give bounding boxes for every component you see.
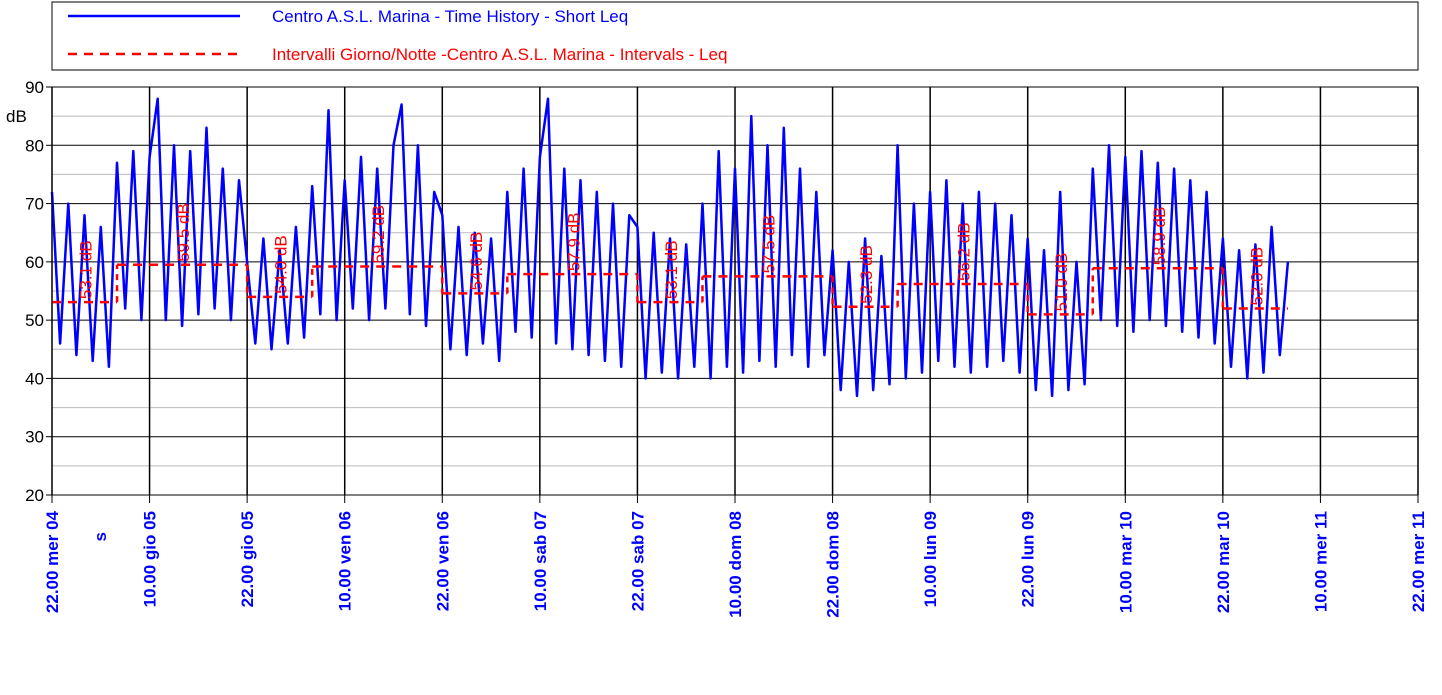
interval-label: 59.2 dB	[369, 205, 388, 264]
x-tick-label: 22.00 lun 09	[1019, 511, 1038, 607]
y-unit: dB	[6, 107, 27, 126]
interval-label: 58.9 dB	[1150, 207, 1169, 266]
interval-label: 51.0 dB	[1052, 253, 1071, 312]
interval-label: 57.5 dB	[760, 215, 779, 274]
x-tick-label: 10.00 dom 08	[726, 511, 745, 618]
y-tick-label: 60	[25, 253, 44, 272]
y-tick-label: 20	[25, 486, 44, 505]
legend-label: Intervalli Giorno/Notte -Centro A.S.L. M…	[272, 45, 727, 64]
x-tick-label: 10.00 lun 09	[921, 511, 940, 607]
x-tick-label: 10.00 mer 11	[1311, 511, 1330, 612]
x-tick-label: 10.00 mar 10	[1116, 511, 1135, 613]
y-tick-label: 40	[25, 369, 44, 388]
x-tick-label: 22.00 ven 06	[433, 511, 452, 611]
interval-label: 54.0 dB	[272, 235, 291, 294]
interval-label: 53.1 dB	[662, 240, 681, 299]
x-tick-label: 22.00 mer 04	[43, 510, 62, 613]
legend-label: Centro A.S.L. Marina - Time History - Sh…	[272, 7, 628, 26]
x-tick-label: 22.00 mer 11	[1409, 511, 1428, 612]
interval-label: 54.6 dB	[467, 232, 486, 291]
x-tick-label: 10.00 gio 05	[141, 511, 160, 607]
x-tick-label: 22.00 dom 08	[824, 511, 843, 618]
x-tick-label: 10.00 ven 06	[336, 511, 355, 611]
x-tick-label: 10.00 sab 07	[531, 511, 550, 611]
plot-frame	[51, 86, 1419, 496]
interval-label: 59.5 dB	[174, 203, 193, 262]
y-tick-label: 50	[25, 311, 44, 330]
x-tick-label: 22.00 mar 10	[1214, 511, 1233, 613]
x-tick-label: 22.00 gio 05	[238, 511, 257, 607]
interval-label: 56.2 dB	[955, 222, 974, 281]
interval-label: 52.3 dB	[857, 245, 876, 304]
y-tick-label: 30	[25, 428, 44, 447]
series-line	[50, 97, 1290, 398]
x-tick-label: 22.00 sab 07	[628, 511, 647, 611]
legend-box	[51, 1, 1419, 71]
interval-label: 52.0 dB	[1247, 247, 1266, 306]
interval-label: 57.9 dB	[564, 212, 583, 271]
y-tick-label: 70	[25, 195, 44, 214]
y-tick-label: 80	[25, 136, 44, 155]
x-extra-label: s	[91, 532, 110, 541]
y-tick-label: 90	[25, 78, 44, 97]
interval-label: 53.1 dB	[77, 240, 96, 299]
